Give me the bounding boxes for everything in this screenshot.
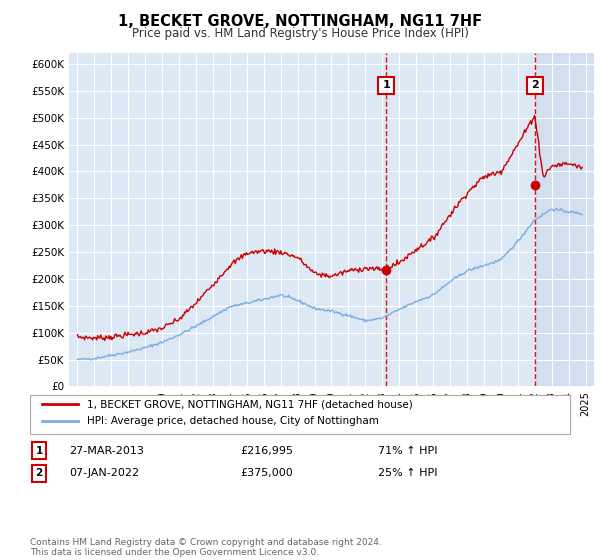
Text: HPI: Average price, detached house, City of Nottingham: HPI: Average price, detached house, City… (87, 416, 379, 426)
Text: 2: 2 (531, 81, 539, 91)
Text: £375,000: £375,000 (240, 468, 293, 478)
Text: 27-MAR-2013: 27-MAR-2013 (69, 446, 144, 456)
Text: 1, BECKET GROVE, NOTTINGHAM, NG11 7HF: 1, BECKET GROVE, NOTTINGHAM, NG11 7HF (118, 14, 482, 29)
Bar (535, 53, 594, 386)
Text: 25% ↑ HPI: 25% ↑ HPI (378, 468, 437, 478)
Text: Contains HM Land Registry data © Crown copyright and database right 2024.
This d: Contains HM Land Registry data © Crown c… (30, 538, 382, 557)
Text: 1: 1 (382, 81, 390, 91)
Text: 07-JAN-2022: 07-JAN-2022 (69, 468, 139, 478)
Text: 2: 2 (35, 468, 43, 478)
Text: 71% ↑ HPI: 71% ↑ HPI (378, 446, 437, 456)
Text: £216,995: £216,995 (240, 446, 293, 456)
Text: 1, BECKET GROVE, NOTTINGHAM, NG11 7HF (detached house): 1, BECKET GROVE, NOTTINGHAM, NG11 7HF (d… (87, 399, 413, 409)
Text: 1: 1 (35, 446, 43, 456)
Text: Price paid vs. HM Land Registry's House Price Index (HPI): Price paid vs. HM Land Registry's House … (131, 27, 469, 40)
